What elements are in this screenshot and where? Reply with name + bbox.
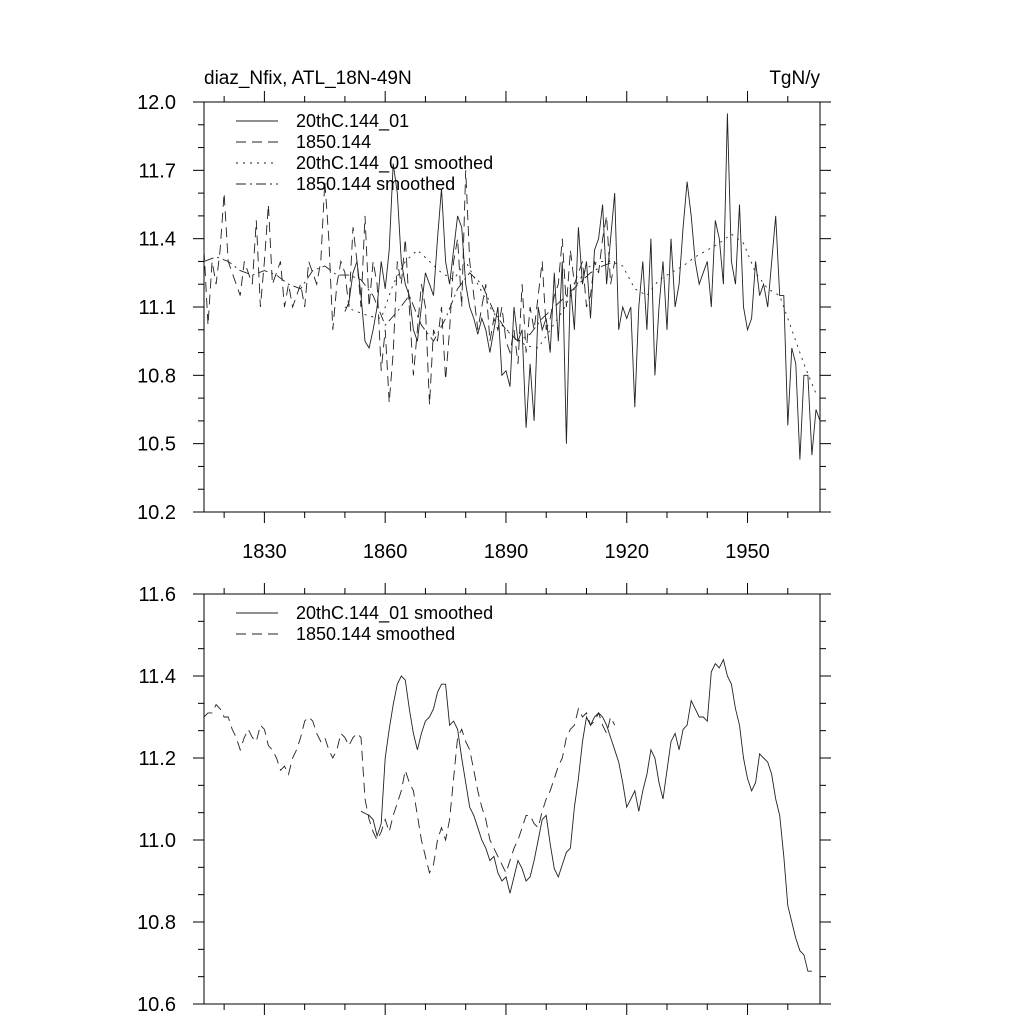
y-tick-label: 10.8 — [137, 912, 176, 934]
x-tick-label: 1860 — [363, 541, 408, 563]
x-tick-label: 1890 — [484, 541, 529, 563]
y-tick-label: 11.0 — [139, 830, 176, 852]
series-line-3 — [203, 256, 615, 343]
series-group — [203, 113, 821, 460]
series-line-2 — [344, 233, 817, 394]
legend-label: 20thC.144_01 smoothed — [296, 153, 493, 174]
y-tick-label: 10.2 — [137, 502, 176, 524]
y-tick-label: 10.8 — [137, 365, 176, 387]
x-tick-label: 1950 — [725, 541, 770, 563]
y-tick-label: 11.2 — [139, 748, 176, 770]
y-tick-label: 11.7 — [139, 160, 176, 182]
y-tick-label: 11.1 — [139, 297, 176, 319]
plot-frame — [203, 593, 821, 1005]
y-tick-label: 11.4 — [139, 666, 176, 688]
series-line-1 — [203, 170, 616, 405]
y-tick-label: 10.5 — [137, 434, 176, 456]
x-tick-label: 1920 — [604, 541, 649, 563]
legend-label: 20thC.144_01 smoothed — [296, 603, 493, 624]
units-label: TgN/y — [769, 68, 820, 89]
x-tick-label: 1830 — [242, 541, 287, 563]
y-tick-label: 10.6 — [137, 994, 176, 1016]
bottom-panel: 10.6 10.8 11.0 11.2 11.4 11.6 20thC.144_01 sm… — [137, 583, 831, 1016]
y-tick-label: 11.6 — [139, 584, 176, 606]
series-line-1 — [203, 703, 616, 875]
legend-label: 1850.144 smoothed — [296, 624, 455, 644]
y-tick-label: 11.4 — [139, 229, 176, 251]
chart-title: diaz_Nfix, ATL_18N-49N — [204, 68, 412, 89]
series-group — [203, 658, 812, 972]
axis-ticks: 10.6 10.8 11.0 11.2 11.4 11.6 — [137, 583, 831, 1016]
series-line-0 — [360, 658, 812, 972]
series-line-0 — [344, 113, 821, 460]
legend-label: 1850.144 smoothed — [296, 174, 455, 194]
legend-label: 20thC.144_01 — [296, 111, 409, 132]
y-tick-label: 12.0 — [137, 92, 176, 114]
top-panel: diaz_Nfix, ATL_18N-49N TgN/y 1830 1860 189… — [137, 68, 831, 563]
legend-label: 1850.144 — [296, 132, 371, 152]
axis-ticks: 1830 1860 1890 1920 1950 10.2 10.5 10.8 11.1 11.4… — [137, 91, 831, 563]
